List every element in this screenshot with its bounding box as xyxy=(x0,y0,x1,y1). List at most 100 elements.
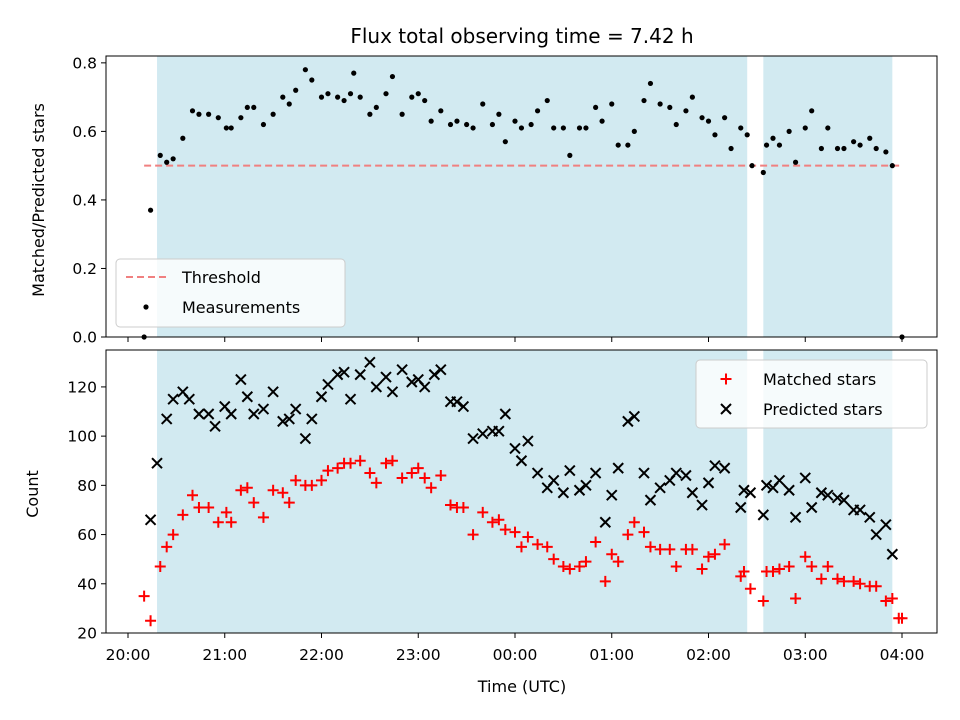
series-measurements xyxy=(141,67,905,340)
measurement-point xyxy=(583,125,589,131)
measurement-point xyxy=(415,91,421,97)
predicted-point xyxy=(209,420,221,432)
legend-label-matched: Matched stars xyxy=(763,370,876,389)
matched-point xyxy=(838,575,850,587)
measurement-point xyxy=(383,91,389,97)
matched-point xyxy=(290,474,302,486)
predicted-point xyxy=(509,442,521,455)
matched-point xyxy=(670,561,682,573)
measurement-point xyxy=(157,152,163,158)
matched-point xyxy=(477,506,489,518)
matched-point xyxy=(161,541,173,553)
measurement-point xyxy=(189,108,196,114)
matched-point xyxy=(380,457,392,469)
matched-point xyxy=(783,561,795,573)
legend-label-measurements: Measurements xyxy=(182,298,300,317)
predicted-point xyxy=(322,378,334,391)
matched-point xyxy=(703,551,714,563)
matched-point xyxy=(354,455,366,467)
matched-point xyxy=(257,511,269,523)
predicted-point xyxy=(515,455,528,467)
legend-label-predicted: Predicted stars xyxy=(763,400,883,419)
matched-point xyxy=(606,548,618,560)
predicted-point xyxy=(277,415,289,428)
measurement-point xyxy=(834,145,841,152)
predicted-point xyxy=(235,373,247,386)
matched-point xyxy=(177,509,189,521)
matched-point xyxy=(187,489,198,501)
measurement-point xyxy=(599,118,605,124)
y-tick-label: 80 xyxy=(77,477,97,495)
y-axis-label-top: Matched/Predicted stars xyxy=(29,103,48,297)
y-tick-label: 0.2 xyxy=(72,260,97,278)
predicted-point xyxy=(202,408,215,420)
matched-point xyxy=(509,526,521,538)
predicted-point xyxy=(789,511,802,524)
measurement-point xyxy=(367,111,373,117)
predicted-point xyxy=(702,477,715,489)
measurement-point xyxy=(518,125,525,131)
matched-point xyxy=(486,516,498,528)
x-tick-label: 02:00 xyxy=(686,646,731,664)
measurement-point xyxy=(615,142,621,148)
matched-point xyxy=(590,536,602,548)
matched-point xyxy=(664,543,676,555)
predicted-point xyxy=(354,368,366,381)
matched-point xyxy=(557,561,569,573)
y-tick-label: 60 xyxy=(77,526,97,544)
measurement-point xyxy=(699,115,705,121)
measurement-point xyxy=(280,94,286,100)
measurement-point xyxy=(147,207,154,213)
measurement-point xyxy=(409,94,415,100)
predicted-point xyxy=(696,499,708,511)
measurement-point xyxy=(251,104,257,111)
measurement-point xyxy=(867,135,873,141)
predicted-point xyxy=(241,391,254,403)
matched-point xyxy=(832,573,843,585)
measurement-point xyxy=(454,118,460,124)
predicted-point xyxy=(831,491,844,504)
legend-box xyxy=(695,359,928,429)
predicted-point xyxy=(435,363,447,376)
matched-point xyxy=(212,516,224,528)
measurement-point xyxy=(776,142,783,148)
predicted-point xyxy=(644,494,657,506)
predicted-point xyxy=(760,479,773,492)
measurement-point xyxy=(567,152,573,158)
predicted-point xyxy=(612,462,624,474)
measurement-point xyxy=(738,125,744,131)
matched-point xyxy=(283,497,295,509)
predicted-point xyxy=(283,413,295,425)
matched-point xyxy=(138,590,150,602)
measurement-point xyxy=(318,94,325,100)
legend-box xyxy=(115,258,346,328)
predicted-point xyxy=(654,482,666,494)
predicted-point xyxy=(638,467,650,479)
predicted-point xyxy=(531,467,544,479)
predicted-point xyxy=(815,487,828,499)
predicted-point xyxy=(783,484,795,496)
measurement-point xyxy=(857,142,863,148)
matched-point xyxy=(522,531,534,543)
matched-point xyxy=(696,563,708,575)
matched-point xyxy=(345,457,357,469)
measurement-point xyxy=(223,125,229,131)
measurement-point xyxy=(705,118,712,124)
predicted-point xyxy=(870,528,882,541)
predicted-point xyxy=(589,467,602,479)
predicted-point xyxy=(493,425,505,437)
matched-point xyxy=(654,543,666,555)
matched-point xyxy=(419,472,431,484)
measurement-point xyxy=(657,101,663,107)
predicted-point xyxy=(306,413,318,425)
measurement-point xyxy=(802,125,808,131)
measurement-point xyxy=(544,97,550,104)
measurement-point xyxy=(792,159,799,165)
x-tick-label: 01:00 xyxy=(589,646,634,664)
measurement-point xyxy=(528,121,534,128)
matched-point xyxy=(880,595,892,607)
predicted-point xyxy=(386,386,399,398)
measurement-point xyxy=(286,101,292,107)
measurement-point xyxy=(647,80,654,87)
measurement-point xyxy=(560,125,566,131)
